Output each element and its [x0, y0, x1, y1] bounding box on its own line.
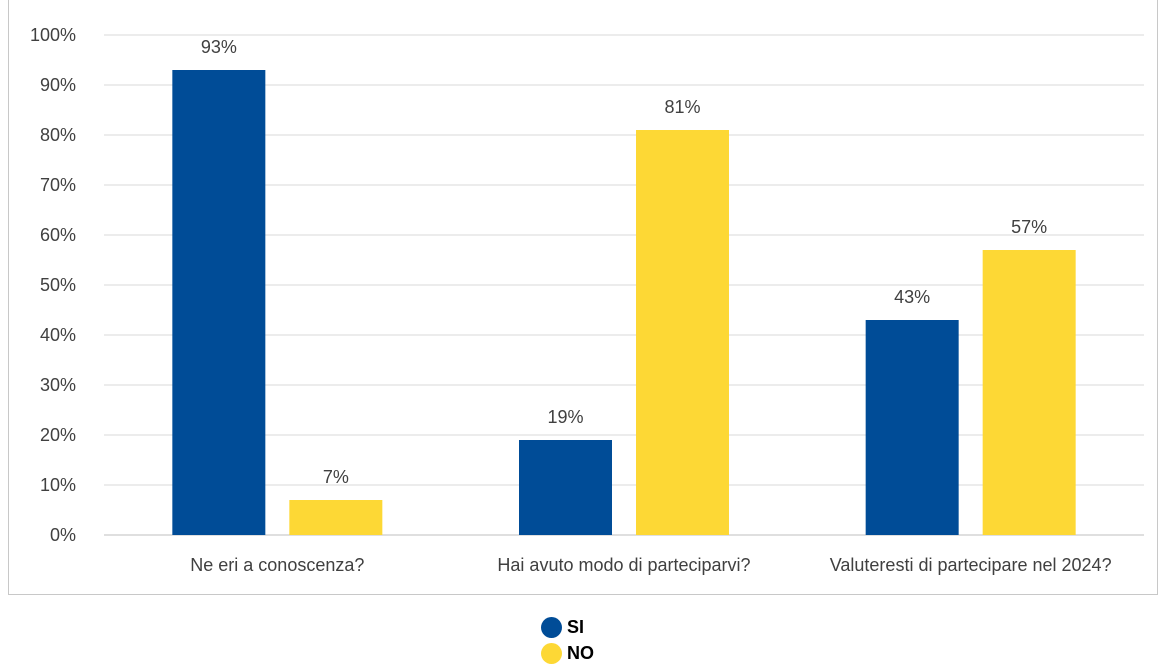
y-tick-label: 70% [40, 175, 76, 195]
chart-frame [8, 0, 1158, 595]
y-tick-label: 80% [40, 125, 76, 145]
legend: SI NO [541, 614, 594, 666]
category-label: Valuteresti di partecipare nel 2024? [830, 555, 1112, 575]
y-tick-label: 30% [40, 375, 76, 395]
y-axis-ticks: 0% 10% 20% 30% 40% 50% 60% 70% 80% 90% 100% [30, 25, 76, 545]
legend-label-no: NO [567, 642, 594, 663]
legend-item-no: NO [541, 640, 594, 666]
bar-chart: 0% 10% 20% 30% 40% 50% 60% 70% 80% 90% 100% 93% 7% 1… [30, 25, 1144, 575]
data-label: 93% [201, 37, 237, 57]
bar-no [636, 130, 729, 535]
grid-lines [104, 34, 1144, 536]
category-label: Ne eri a conoscenza? [190, 555, 364, 575]
legend-swatch-si [541, 616, 562, 638]
y-tick-label: 50% [40, 275, 76, 295]
bar-si [865, 320, 959, 535]
data-label: 19% [547, 407, 583, 427]
data-label: 57% [1011, 217, 1047, 237]
category-label: Hai avuto modo di parteciparvi? [497, 555, 750, 575]
data-label: 7% [323, 467, 349, 487]
y-tick-label: 40% [40, 325, 76, 345]
category-labels: Ne eri a conoscenza? Hai avuto modo di pa… [190, 555, 1111, 575]
bar-no [982, 250, 1076, 535]
y-tick-label: 20% [40, 425, 76, 445]
bars [172, 70, 1076, 535]
y-tick-label: 0% [50, 525, 76, 545]
data-labels: 93% 7% 19% 81% 43% 57% [201, 37, 1047, 487]
y-tick-label: 90% [40, 75, 76, 95]
data-label: 43% [894, 287, 930, 307]
bar-si [172, 70, 266, 535]
legend-item-si: SI [541, 614, 594, 640]
y-tick-label: 60% [40, 225, 76, 245]
bar-no [289, 500, 383, 535]
legend-label-si: SI [567, 616, 585, 637]
bar-si [519, 440, 612, 535]
y-tick-label: 10% [40, 475, 76, 495]
y-tick-label: 100% [30, 25, 76, 45]
legend-swatch-no [541, 642, 562, 664]
data-label: 81% [664, 97, 700, 117]
